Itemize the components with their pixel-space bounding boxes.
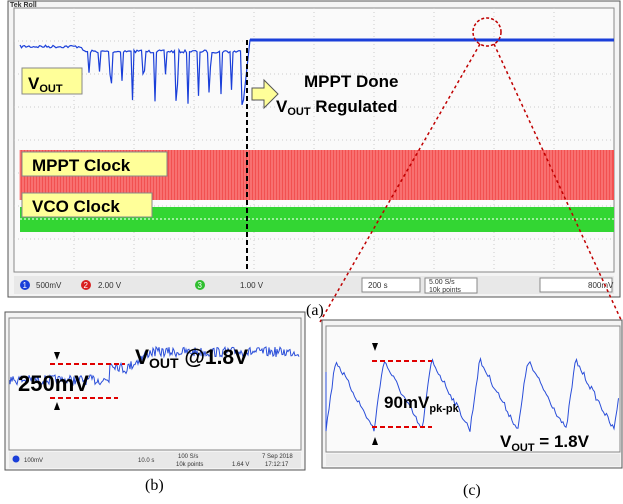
scope-mode: Tek Roll: [10, 2, 37, 9]
sample-rate: 100 S/s: [178, 454, 198, 460]
date: 7 Sep 2018: [262, 454, 293, 460]
channel-badge: [13, 456, 20, 463]
channel-number: 2: [84, 281, 89, 290]
mppt-clock-label: MPPT Clock: [32, 156, 131, 175]
label-main: 90mV: [384, 393, 430, 412]
footer-a: 1 500mV 2 2.00 V 3 1.00 V 200 s 5.00 S/s…: [14, 276, 614, 294]
channel-number: 1: [23, 281, 28, 290]
footer-bar: [9, 452, 301, 468]
ch2-scale: 2.00 V: [98, 281, 122, 290]
ch1-scale: 500mV: [36, 281, 62, 290]
label-sub: OUT: [511, 442, 535, 454]
figure: Tek Roll VOUT MPPT Done VOUT Regulated M…: [0, 0, 623, 504]
label-rest: Regulated: [311, 97, 398, 116]
label-main: V: [135, 346, 149, 369]
label-sub: OUT: [287, 106, 311, 118]
footer-bar-c: [326, 454, 620, 466]
channel-number: 3: [198, 281, 203, 290]
label-main: V: [500, 432, 512, 451]
label-main: V: [276, 97, 288, 116]
label-sub: OUT: [149, 355, 179, 371]
footer-b: 100mV 10.0 s 100 S/s 10k points 1.64 V 7…: [9, 452, 301, 468]
caption-a: (a): [306, 302, 324, 319]
label-rest: = 1.8V: [535, 432, 590, 451]
label-rest: @1.8V: [179, 346, 249, 369]
ch3-scale: 1.00 V: [240, 281, 264, 290]
ripple-label-b: 250mV: [18, 371, 89, 396]
label-sub: pk-pk: [429, 403, 459, 415]
caption-b: (b): [145, 477, 164, 494]
record-length: 10k points: [429, 287, 461, 294]
ch1-scale: 100mV: [24, 458, 43, 464]
record-length: 10k points: [176, 462, 203, 468]
annotation-line1: MPPT Done: [304, 72, 398, 91]
label-main: V: [28, 74, 40, 93]
timebase: 10.0 s: [138, 458, 154, 464]
caption-c: (c): [463, 482, 481, 499]
label-sub: OUT: [39, 83, 63, 95]
page: Tek Roll VOUT MPPT Done VOUT Regulated M…: [0, 0, 623, 504]
trigger-level: 1.64 V: [232, 462, 249, 468]
time: 17:12:17: [265, 462, 289, 468]
trigger-level: 800mV: [588, 281, 614, 290]
vco-clock-label: VCO Clock: [32, 197, 120, 216]
timebase: 200 s: [368, 281, 388, 290]
sample-rate: 5.00 S/s: [429, 279, 455, 286]
